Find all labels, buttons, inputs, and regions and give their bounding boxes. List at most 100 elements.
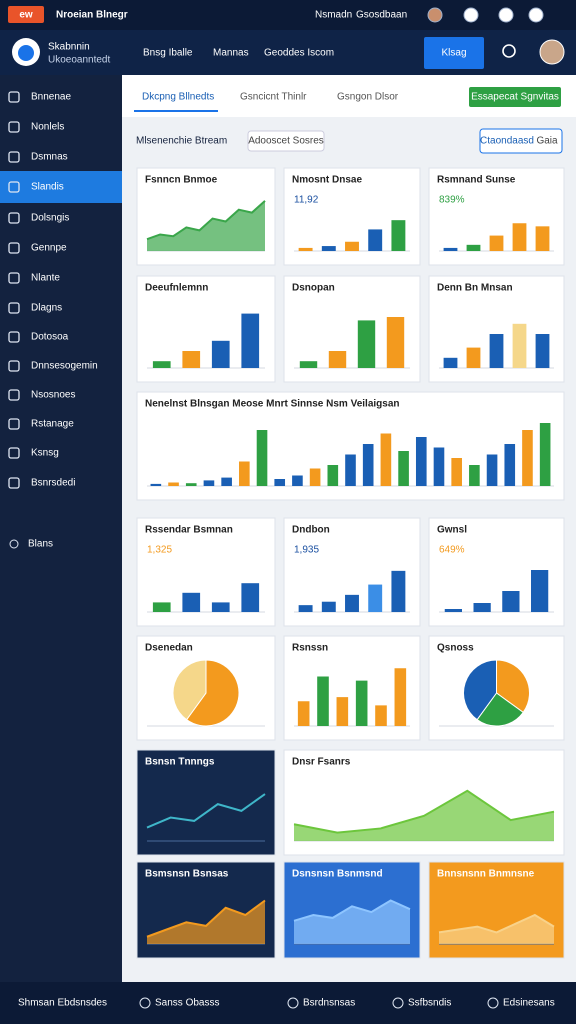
pie-slice (476, 692, 524, 727)
footer-item[interactable]: Shmsan Ebdsnsdes (18, 998, 107, 1009)
filter-label[interactable]: Adooscet Sosres (248, 136, 324, 147)
bar (211, 340, 230, 368)
nav-link[interactable]: Bnsg Iballe (143, 48, 193, 59)
bar (321, 601, 336, 612)
bar (539, 423, 551, 486)
bar (345, 454, 356, 486)
tab-underline (134, 110, 218, 112)
bar (203, 480, 215, 486)
bar (391, 570, 406, 612)
sidebar-item[interactable]: Nlante (31, 273, 60, 284)
badge (8, 6, 44, 23)
sidebar-item[interactable]: Nonlels (31, 122, 64, 133)
sidebar-item[interactable]: Slandis (31, 182, 64, 193)
top-icon[interactable] (427, 7, 443, 23)
bar (394, 668, 407, 726)
sidebar-icon (8, 181, 20, 193)
bar (368, 584, 383, 612)
bar (152, 602, 171, 612)
bar (345, 594, 359, 612)
area (294, 900, 410, 944)
bar (502, 591, 520, 612)
sidebar-item[interactable]: Nsosnoes (31, 390, 75, 401)
line (146, 200, 266, 241)
action-button-label[interactable]: Essapecat Sgnvitas (471, 92, 559, 103)
top-icon[interactable] (498, 7, 514, 23)
sidebar-item[interactable]: Dsmnas (31, 152, 68, 163)
search-icon[interactable] (502, 44, 516, 58)
sidebar-icon (8, 302, 20, 314)
bar (321, 246, 336, 251)
nav-link[interactable]: Mannas (213, 48, 249, 59)
bar (443, 357, 458, 368)
brand-subtitle: Ukoeoanntedt (48, 55, 110, 66)
bar (185, 483, 197, 486)
tab[interactable]: Gsngon Dlsor (337, 92, 399, 103)
bar (489, 235, 504, 251)
sidebar-icon (8, 121, 20, 133)
footer-item[interactable]: Ssfbsndis (408, 998, 451, 1009)
bar (398, 451, 409, 486)
bar (345, 241, 359, 251)
card-title: Nenelnst Blnsgan Meose Mnrt Sinnse Nsm V… (145, 399, 400, 410)
filter-button[interactable] (247, 130, 325, 152)
nav-link[interactable]: Geoddes Iscom (264, 48, 334, 59)
top-icon[interactable] (463, 7, 479, 23)
badge-text: ew (19, 10, 33, 21)
footer-item[interactable]: Sanss Obasss (155, 998, 219, 1009)
sidebar-item[interactable]: Dotosoa (31, 332, 69, 343)
sidebar-item[interactable]: Dnnsesogemin (31, 361, 98, 372)
line (146, 899, 266, 938)
sidebar-item[interactable]: Gennpe (31, 243, 67, 254)
section-button-label[interactable]: Gaia (536, 136, 558, 147)
bar (298, 605, 313, 612)
bar (336, 697, 349, 726)
bar (328, 351, 347, 368)
card-title: Dsnopan (292, 283, 335, 294)
sidebar-item[interactable]: Blans (28, 539, 53, 550)
brand: Skabnnin (48, 42, 90, 53)
avatar[interactable] (539, 39, 565, 65)
top-link[interactable]: Gsosdbaan (356, 10, 407, 21)
sidebar-icon (9, 539, 19, 549)
section-button-label[interactable]: Ctaondaasd (480, 136, 534, 147)
sidebar-item[interactable]: Rstanage (31, 419, 74, 430)
sidebar-item[interactable]: Bnnenae (31, 92, 71, 103)
sidebar-item[interactable]: Dolsngis (31, 213, 69, 224)
sidebar-item[interactable]: Dlagns (31, 303, 62, 314)
card-value: 649% (439, 545, 465, 556)
top-icon[interactable] (528, 7, 544, 23)
header-button-label[interactable]: Klsag (441, 48, 466, 59)
top-link[interactable]: Nsmadn (315, 10, 352, 21)
bar (443, 247, 458, 251)
line (438, 913, 555, 934)
sidebar-item[interactable]: Bsnrsdedi (31, 478, 75, 489)
bar (150, 483, 162, 486)
pie-slice (463, 659, 497, 721)
bar (466, 347, 481, 368)
bar (256, 430, 268, 486)
area (439, 915, 554, 944)
section-button[interactable] (479, 128, 563, 154)
tab[interactable]: Dkcpng Bllnedts (142, 92, 214, 103)
sidebar-item[interactable]: Ksnsg (31, 448, 59, 459)
footer-item[interactable]: Bsrdnsnsas (303, 998, 355, 1009)
card-value: 1,935 (294, 545, 319, 556)
bar (512, 323, 527, 368)
bar (298, 247, 313, 251)
line (146, 793, 266, 829)
footer-item[interactable]: Edsinesans (503, 998, 555, 1009)
card-title: Qsnoss (437, 643, 474, 654)
bar (221, 477, 232, 486)
sidebar-icon (8, 360, 20, 372)
tab[interactable]: Gsncicnt Thinlr (240, 92, 307, 103)
header-button[interactable] (424, 37, 484, 69)
bar (466, 244, 481, 251)
bar (444, 609, 462, 612)
bar (486, 454, 498, 486)
action-button[interactable] (469, 87, 561, 107)
line (293, 789, 555, 834)
sidebar-icon (8, 418, 20, 430)
